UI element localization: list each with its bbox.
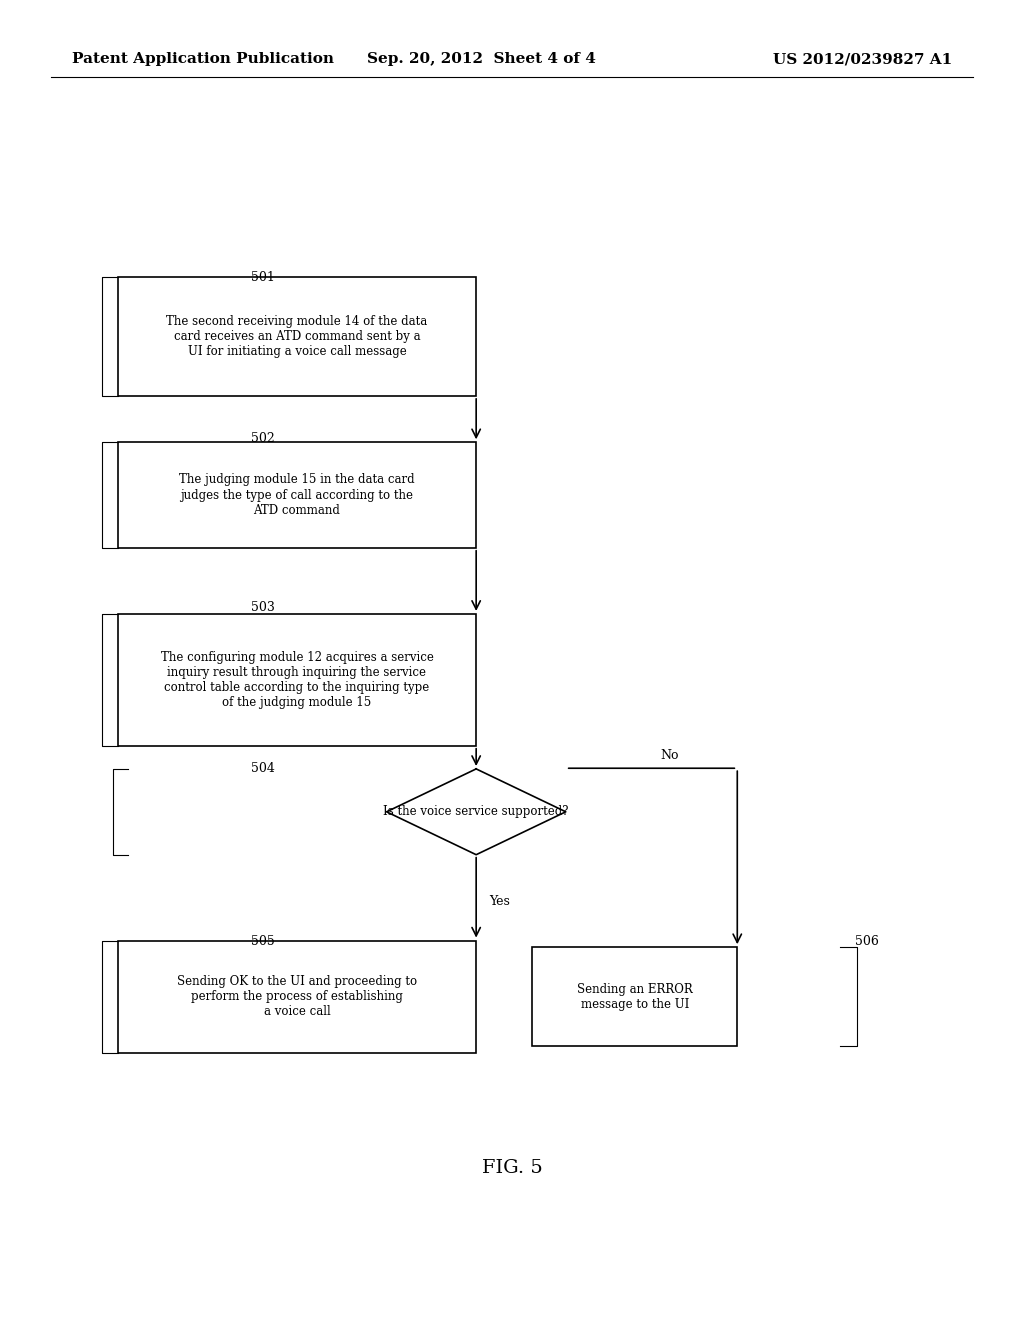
Text: 502: 502: [251, 432, 274, 445]
Text: Patent Application Publication: Patent Application Publication: [72, 53, 334, 66]
Text: Sep. 20, 2012  Sheet 4 of 4: Sep. 20, 2012 Sheet 4 of 4: [367, 53, 596, 66]
Text: 506: 506: [855, 935, 879, 948]
Text: 505: 505: [251, 935, 274, 948]
Text: 503: 503: [251, 601, 274, 614]
FancyBboxPatch shape: [118, 940, 476, 1053]
Text: Sending an ERROR
message to the UI: Sending an ERROR message to the UI: [577, 982, 693, 1011]
FancyBboxPatch shape: [118, 614, 476, 746]
Text: Sending OK to the UI and proceeding to
perform the process of establishing
a voi: Sending OK to the UI and proceeding to p…: [177, 975, 417, 1018]
FancyBboxPatch shape: [118, 277, 476, 396]
Text: Is the voice service supported?: Is the voice service supported?: [383, 805, 569, 818]
FancyBboxPatch shape: [532, 948, 737, 1045]
Text: The second receiving module 14 of the data
card receives an ATD command sent by : The second receiving module 14 of the da…: [166, 315, 428, 358]
Text: The judging module 15 in the data card
judges the type of call according to the
: The judging module 15 in the data card j…: [179, 474, 415, 516]
Text: No: No: [660, 748, 679, 762]
Text: The configuring module 12 acquires a service
inquiry result through inquiring th: The configuring module 12 acquires a ser…: [161, 651, 433, 709]
Text: 501: 501: [251, 271, 274, 284]
FancyBboxPatch shape: [118, 442, 476, 548]
Text: 504: 504: [251, 762, 274, 775]
Text: Yes: Yes: [489, 895, 510, 908]
Polygon shape: [387, 768, 565, 855]
Text: US 2012/0239827 A1: US 2012/0239827 A1: [773, 53, 952, 66]
Text: FIG. 5: FIG. 5: [481, 1159, 543, 1177]
